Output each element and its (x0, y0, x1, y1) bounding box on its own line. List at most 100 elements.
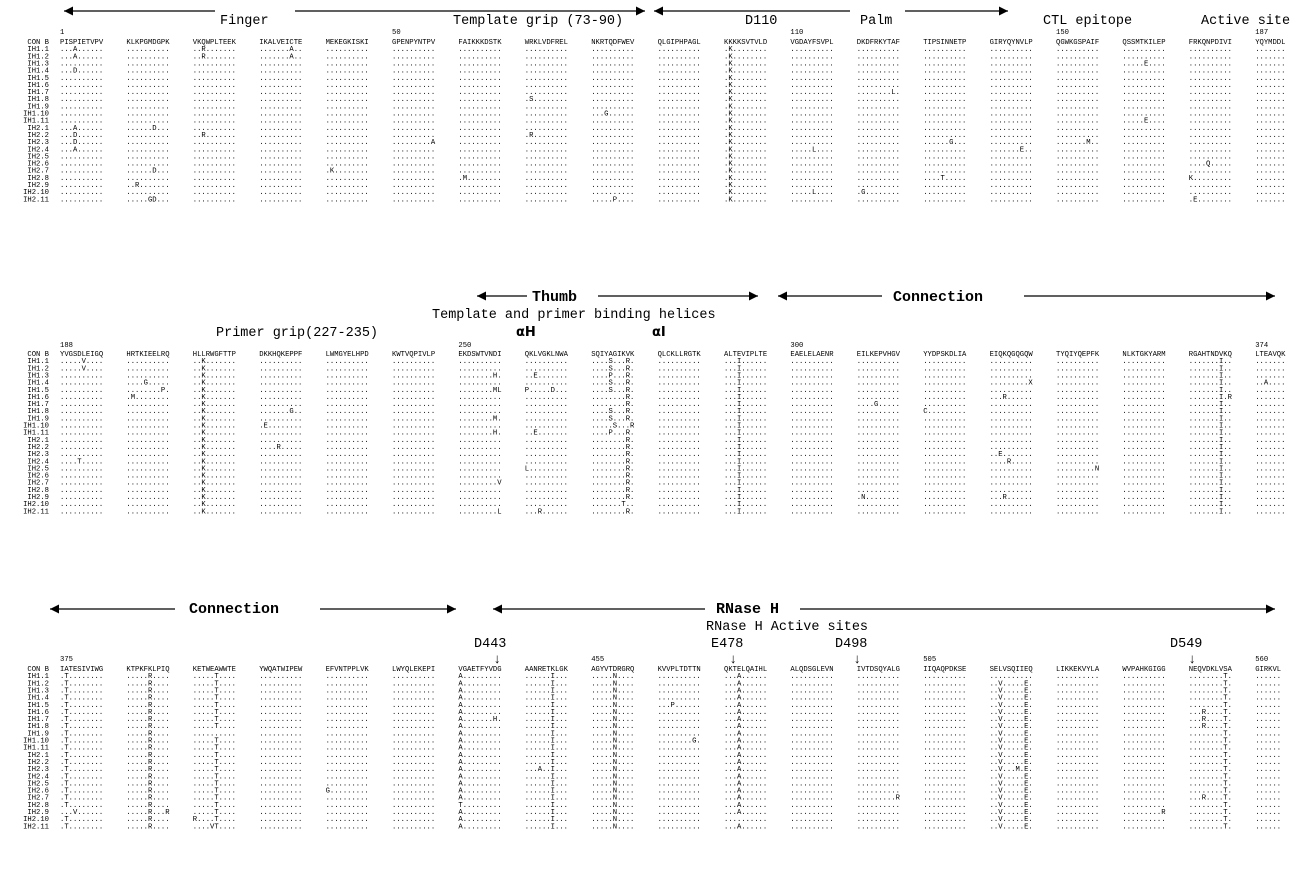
sequence-segment: .......... (259, 745, 302, 753)
sequence-segment: ....... (1255, 196, 1285, 204)
sequence-segment: ....... (1255, 415, 1285, 423)
sequence-segment: ..E....... (525, 372, 568, 380)
sequence-segment: .......... (60, 103, 103, 111)
position-number: 560 (1255, 656, 1268, 664)
sequence-segment: .......... (392, 788, 435, 796)
sequence-segment: .......... (1056, 773, 1099, 781)
sequence-segment: .......... (259, 802, 302, 810)
sequence-segment: .....N.... (591, 766, 634, 774)
sequence-segment: .......... (525, 473, 568, 481)
sequence-label: IH2.6 (27, 473, 49, 481)
sequence-segment: .......... (790, 96, 833, 104)
sequence-segment: .......... (990, 415, 1033, 423)
sequence-segment: .......... (790, 53, 833, 61)
sequence-segment: .......... (458, 139, 501, 147)
sequence-segment: .......... (525, 68, 568, 76)
sequence-segment: ....S...R. (591, 358, 634, 366)
sequence-segment: .......... (259, 716, 302, 724)
sequence-segment: .......... (326, 103, 369, 111)
sequence-segment: ...A...... (724, 759, 767, 767)
sequence-segment: .......... (60, 508, 103, 516)
sequence-segment: .......... (923, 465, 966, 473)
sequence-segment: ..E....... (990, 451, 1033, 459)
sequence-segment: .......... (658, 139, 701, 147)
sequence-segment: .......... (1122, 75, 1165, 83)
sequence-segment: .......... (790, 473, 833, 481)
sequence-segment: .......... (1122, 82, 1165, 90)
sequence-segment: .......... (326, 182, 369, 190)
sequence-label: IH2.10 (23, 816, 49, 824)
sequence-segment: .K........ (724, 53, 767, 61)
sequence-segment: .......... (923, 118, 966, 126)
sequence-segment: .......... (392, 752, 435, 760)
sequence-segment: .......... (525, 380, 568, 388)
sequence-segment: .......... (392, 365, 435, 373)
sequence-segment: .......... (1122, 780, 1165, 788)
sequence-segment: .......... (990, 61, 1033, 69)
sequence-segment: .......... (790, 437, 833, 445)
consensus-segment: LTEAVQK (1255, 351, 1286, 359)
sequence-segment: ....S...R. (591, 387, 634, 395)
position-number: 150 (1056, 29, 1069, 37)
sequence-segment: .......... (857, 380, 900, 388)
sequence-segment: ...I...... (724, 444, 767, 452)
sequence-segment: .K........ (724, 118, 767, 126)
sequence-segment: .......... (126, 46, 169, 54)
sequence-segment: ......I... (525, 738, 568, 746)
sequence-segment: ...... (1255, 680, 1281, 688)
sequence-segment: ...R....T. (1189, 716, 1232, 724)
sequence-segment: .......... (60, 401, 103, 409)
sequence-segment: ........T. (1189, 702, 1232, 710)
sequence-segment: ...I...... (724, 380, 767, 388)
consensus-segment: QKTELQAIHL (724, 666, 767, 674)
sequence-segment: .......I.. (1189, 487, 1232, 495)
consensus-segment: QKLVGKLNWA (525, 351, 569, 359)
sequence-segment: .......... (126, 415, 169, 423)
sequence-segment: .......I.. (1189, 501, 1232, 509)
sequence-segment: .......... (591, 75, 634, 83)
sequence-segment: .......... (1122, 759, 1165, 767)
sequence-segment: .......... (790, 730, 833, 738)
sequence-segment: .......... (1056, 132, 1099, 140)
sequence-segment: ....... (1255, 473, 1285, 481)
sequence-segment: .......... (525, 358, 568, 366)
sequence-segment: .......... (326, 780, 369, 788)
sequence-label: IH1.7 (27, 401, 49, 409)
sequence-segment: ........R. (591, 458, 634, 466)
sequence-segment: .......... (259, 146, 302, 154)
sequence-segment: .......... (525, 168, 568, 176)
sequence-segment: .......... (259, 61, 302, 69)
sequence-segment: .......... (923, 738, 966, 746)
consensus-segment: IKALVEICTE (259, 39, 302, 47)
consensus-segment: KETWEAWWTE (193, 666, 236, 674)
sequence-segment: .......... (857, 408, 900, 416)
sequence-segment: .....R.... (126, 802, 169, 810)
sequence-segment: ...I...... (724, 365, 767, 373)
sequence-segment: ......I... (525, 816, 568, 824)
sequence-segment: .......... (923, 795, 966, 803)
sequence-row: .......... ......D.......................… (60, 168, 1285, 176)
sequence-segment: .......... (923, 415, 966, 423)
sequence-segment: .......... (790, 494, 833, 502)
sequence-segment: .......... (990, 189, 1033, 197)
sequence-segment: .......... (1056, 75, 1099, 83)
sequence-segment: .......... (923, 773, 966, 781)
sequence-segment: .......... (458, 103, 501, 111)
sequence-segment: .....R.... (126, 823, 169, 831)
sequence-segment: .......... (1056, 89, 1099, 97)
sequence-segment: .......... (458, 68, 501, 76)
sequence-row: .T........ .....R.... ....VT..............… (60, 823, 1281, 831)
sequence-segment: .......... (392, 358, 435, 366)
sequence-segment: .......... (790, 709, 833, 717)
sequence-segment: ..V.....E. (990, 695, 1033, 703)
sequence-segment: .......... (790, 89, 833, 97)
sequence-segment: .....E.... (1122, 61, 1165, 69)
sequence-segment: ...I...... (724, 358, 767, 366)
sequence-segment: .......... (326, 730, 369, 738)
sequence-segment: .......A.. (259, 46, 302, 54)
sequence-segment: .......... (126, 508, 169, 516)
sequence-segment: .......... (658, 673, 701, 681)
sequence-segment: .......... (126, 89, 169, 97)
sequence-segment: .......... (1056, 53, 1099, 61)
